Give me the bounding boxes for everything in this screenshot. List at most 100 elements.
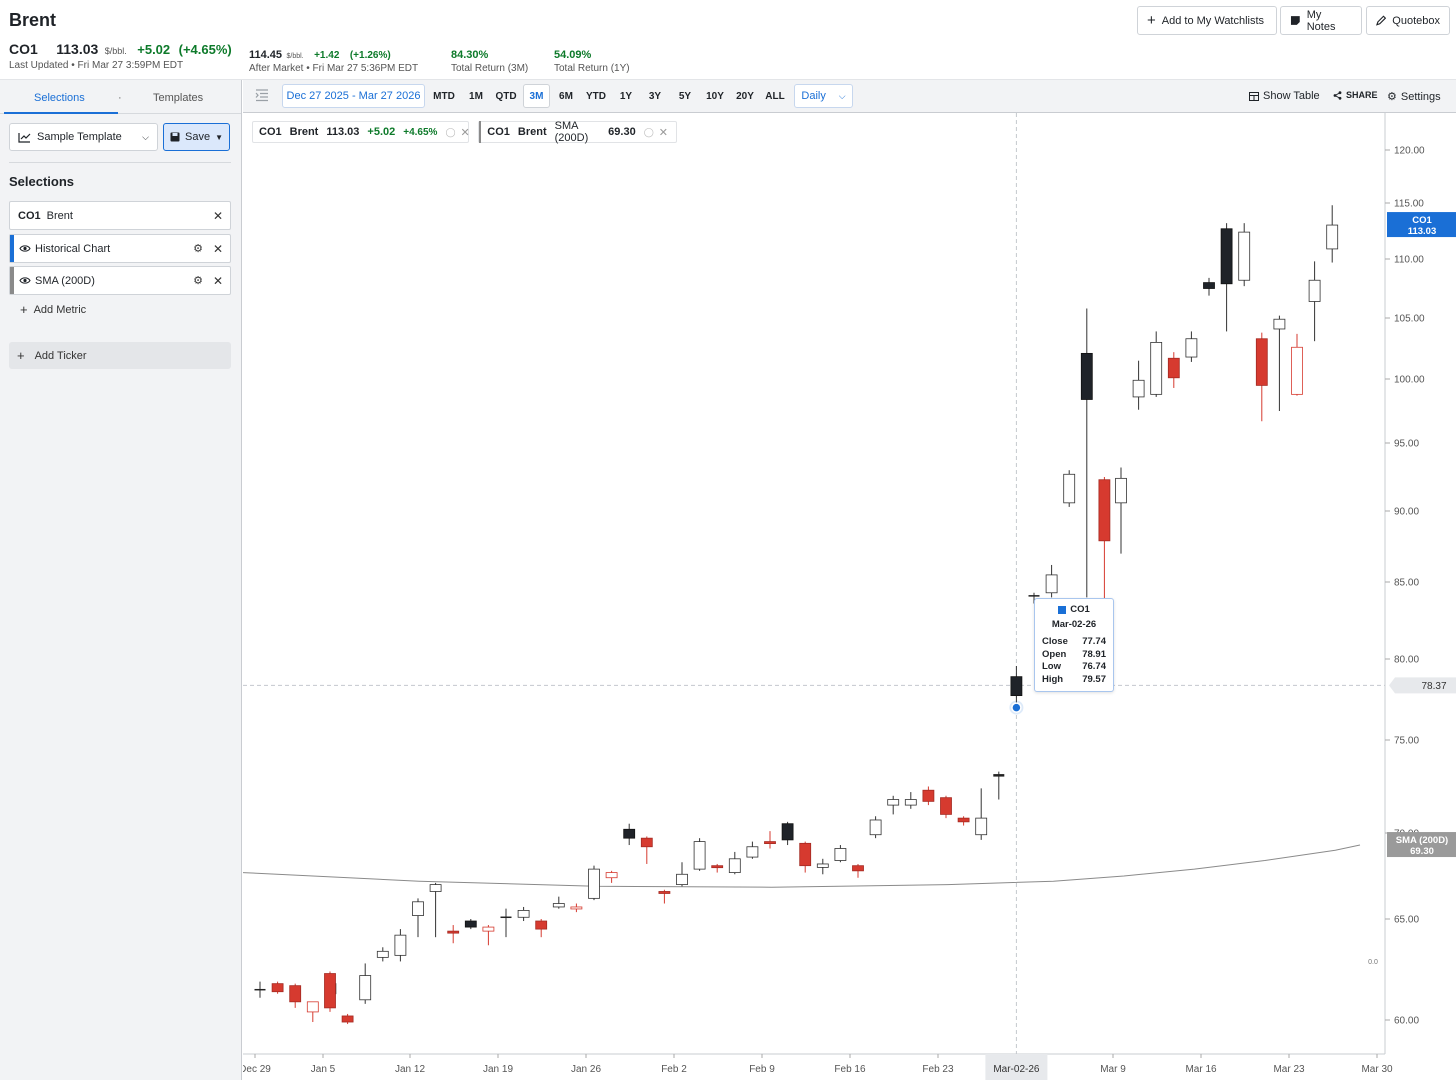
gear-icon[interactable]: ⚙ [193,275,203,287]
y-tick-label: 105.00 [1394,314,1425,325]
candle-body [693,841,706,870]
range-20y[interactable]: 20Y [736,90,754,102]
x-tick-label: Mar 16 [1185,1064,1217,1075]
candle [464,919,477,930]
candle [887,795,900,815]
price-chart[interactable]: 60.0065.0070.0075.0080.0085.0090.0095.00… [243,113,1456,1080]
candle-body [324,973,336,1009]
candle-body [904,799,917,806]
caret-down-icon: ▼ [215,132,223,142]
legend-chip-sma[interactable]: CO1 Brent SMA (200D) 69.30 ◯ ✕ [478,120,677,144]
candle [781,821,794,846]
range-all[interactable]: ALL [765,90,785,102]
return-3m-label: Total Return (3M) [451,63,529,74]
selections-heading: Selections [9,174,75,189]
share-icon [1333,90,1342,100]
close-icon[interactable]: ✕ [658,126,668,139]
legend-chip-price[interactable]: CO1 Brent 113.03 +5.02 +4.65% ◯ ✕ [252,121,470,143]
range-10y[interactable]: 10Y [706,90,724,102]
range-1y[interactable]: 1Y [619,90,633,102]
remove-ticker-icon[interactable]: ✕ [212,208,223,223]
tab-templates[interactable]: Templates [153,92,204,104]
small-axis-label: 0.0 [1368,959,1378,966]
date-range-picker[interactable]: Dec 27 2025 - Mar 27 2026 [282,84,425,108]
visibility-icon[interactable]: ◯ [643,126,654,137]
candle-body [429,884,442,892]
candle [711,863,724,873]
candle-body [1150,341,1163,395]
last-price-tag-symbol: CO1 [1412,215,1432,226]
close-icon[interactable]: ✕ [460,126,470,139]
candle-body [1063,473,1076,504]
gear-icon[interactable]: ⚙ [193,243,203,255]
candle-body [482,926,495,932]
crosshair-date-bg [985,1054,1048,1080]
y-tick-label: 110.00 [1394,255,1424,266]
settings-button[interactable]: ⚙ Settings [1387,90,1441,104]
tooltip-row: Close 77.74 [1042,636,1106,647]
candle [904,792,917,809]
crosshair-date-label: Mar-02-26 [993,1064,1040,1075]
template-name: Sample Template [37,131,122,143]
tab-separator: · [118,92,122,104]
range-mtd[interactable]: MTD [433,90,455,102]
x-tick-label: Jan 12 [395,1064,425,1075]
interval-select[interactable]: Daily ⌵ [794,84,853,108]
add-ticker-button[interactable]: + Add Ticker [9,342,231,369]
range-ytd[interactable]: YTD [586,90,606,102]
chip-symbol: CO1 [259,126,282,138]
chip-name: Brent [517,126,547,138]
add-to-watchlist-button[interactable]: + Add to My Watchlists [1137,6,1277,35]
y-tick-label: 75.00 [1394,736,1419,747]
share-button[interactable]: SHARE [1333,90,1378,100]
candle-body [728,858,741,873]
range-3m[interactable]: 3M [523,84,550,108]
chevron-down-icon: ⌵ [142,131,149,142]
eye-icon[interactable] [19,276,31,285]
return-3m-value: 84.30% [451,49,489,61]
show-table-button[interactable]: Show Table [1249,90,1320,102]
x-tick-label: Feb 16 [834,1064,866,1075]
my-notes-button[interactable]: My Notes [1280,6,1362,35]
add-metric-button[interactable]: + Add Metric [20,303,86,316]
show-table-label: Show Table [1263,90,1320,102]
candle-body [1080,352,1093,400]
selection-item-label: Historical Chart [35,242,111,255]
candle [746,841,759,859]
candle [324,971,336,1012]
candle [412,898,424,938]
ticker-row[interactable]: CO1 Brent ✕ [9,201,231,230]
selection-item-label: SMA (200D) [35,274,95,287]
save-button[interactable]: Save ▼ [163,123,230,151]
selection-item-historical-chart[interactable]: Historical Chart ⚙ ✕ [9,234,231,263]
candle [1238,223,1251,287]
last-updated: Last Updated • Fri Mar 27 3:59PM EDT [9,60,184,71]
candle-body [1326,224,1339,250]
ticker-symbol: CO1 [18,209,41,222]
range-5y[interactable]: 5Y [678,90,692,102]
range-qtd[interactable]: QTD [495,90,517,102]
candle-body [289,985,302,1003]
candle [588,865,600,901]
template-select[interactable]: Sample Template ⌵ [9,123,158,151]
candle-body [1203,282,1215,289]
candle [535,919,548,938]
tab-selections[interactable]: Selections [34,92,85,104]
remove-icon[interactable]: ✕ [212,273,223,288]
candle-body [852,865,864,872]
collapse-sidebar-icon[interactable] [255,89,269,102]
candle-body [1010,676,1023,697]
remove-icon[interactable]: ✕ [212,241,223,256]
quotebox-button[interactable]: Quotebox [1366,6,1450,35]
visibility-icon[interactable]: ◯ [445,126,456,137]
eye-icon[interactable] [19,244,31,253]
range-6m[interactable]: 6M [559,90,573,102]
candle [605,870,618,883]
selection-item-sma[interactable]: SMA (200D) ⚙ ✕ [9,266,231,295]
range-1m[interactable]: 1M [469,90,483,102]
note-icon [1290,16,1300,25]
range-3y[interactable]: 3Y [648,90,662,102]
candle-body [869,819,882,836]
sma-tag-value: 69.30 [1410,846,1434,857]
candle [922,786,935,806]
